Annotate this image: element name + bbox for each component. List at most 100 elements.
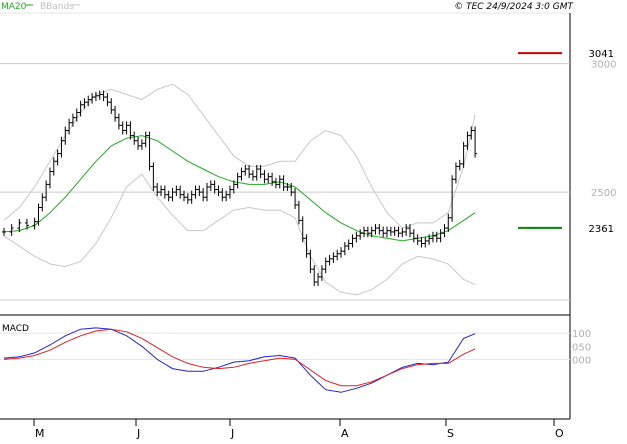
price-bar [362,226,367,238]
price-bar [174,185,179,197]
price-bar [17,218,22,233]
x-tick-label: M [35,427,45,440]
price-bar [51,157,56,176]
price-bar [250,170,255,181]
price-bar [258,164,263,179]
bollinger-bands [3,83,476,296]
price-bar [231,180,236,194]
price-bar [419,236,424,248]
price-bar [388,226,393,236]
price-bar [450,175,455,222]
price-bar [182,190,187,202]
price-bar [36,203,41,226]
price-bar [423,236,428,248]
price-bar [151,162,156,191]
price-bar [109,98,114,114]
price-bar [430,231,435,243]
price-bar [346,239,351,251]
price-bar [216,185,221,197]
price-bar [446,213,451,233]
price-bar [373,224,378,235]
price-bar [159,185,164,197]
price-bar [407,224,412,238]
y-tick-labels: 3000 2500 100 050 000 [572,60,616,367]
price-bar [243,164,248,176]
price-bar [32,217,37,230]
price-tick-label: 3000 [591,60,616,71]
price-bar [323,257,328,274]
price-bar [296,200,301,225]
price-bar [136,136,141,150]
price-bar [124,121,129,135]
price-bar [312,265,317,287]
legend-ma20: MA20 [1,2,27,12]
price-bar [293,188,298,209]
price-bar [227,185,232,199]
price-bar [44,180,49,202]
macd-tick-label: 100 [572,329,591,340]
signal-line [3,328,476,387]
price-bar [47,167,52,189]
price-bars [2,90,478,287]
price-bar [235,172,240,189]
price-bar [40,193,45,212]
grid [0,63,570,360]
legend-bbands: BBands [40,2,74,12]
price-bar [285,182,290,191]
price-bar [273,177,278,189]
copyright-label: © TEC 24/9/2024 3:0 GMT [454,2,574,12]
price-bar [342,242,347,256]
price-bar [404,224,409,236]
price-bar [327,254,332,266]
price-bar [24,218,29,230]
price-bar [350,234,355,248]
price-bar [101,90,106,102]
price-bar [170,188,175,202]
price-bar [392,226,397,236]
price-bar [97,90,102,100]
price-bar [9,224,14,236]
price-bar [461,141,466,168]
price-bar [220,188,225,202]
price-bar [155,182,160,197]
price-bar [82,98,87,109]
price-bar [369,226,374,238]
price-bar [70,113,75,127]
price-bar [442,224,447,238]
price-bar [90,93,95,104]
price-bar [335,249,340,261]
x-tick-label: A [341,427,349,440]
x-tick-label: S [447,427,454,440]
price-bar [262,170,267,184]
price-bar [358,229,363,240]
price-bar [438,229,443,243]
price-bar [189,190,194,204]
price-bar [281,175,286,191]
price-bar [331,252,336,263]
x-tick-label: J [230,427,234,440]
price-bar [385,226,389,238]
x-tick-label: O [555,427,564,440]
price-bar [339,247,344,258]
price-bar [289,182,294,197]
price-bar [93,91,98,102]
price-bar [277,175,282,189]
price-bar [473,126,478,158]
price-bar [78,100,83,117]
price-bar [377,224,382,235]
price-bar [266,172,271,184]
ma20-layer [3,135,476,242]
price-bar [316,272,321,287]
price-bar [67,118,72,135]
price-bar [63,126,68,145]
price-bar [254,164,259,181]
x-tick-label: J [136,427,140,440]
price-bar [116,113,121,130]
price-bar [239,167,244,181]
price-bar [365,226,370,238]
bbands-lower-line [3,173,476,296]
support-label: 2361 [589,224,614,235]
price-bar [139,139,144,150]
price-bar [319,265,324,281]
price-tick-label: 2500 [591,188,616,199]
